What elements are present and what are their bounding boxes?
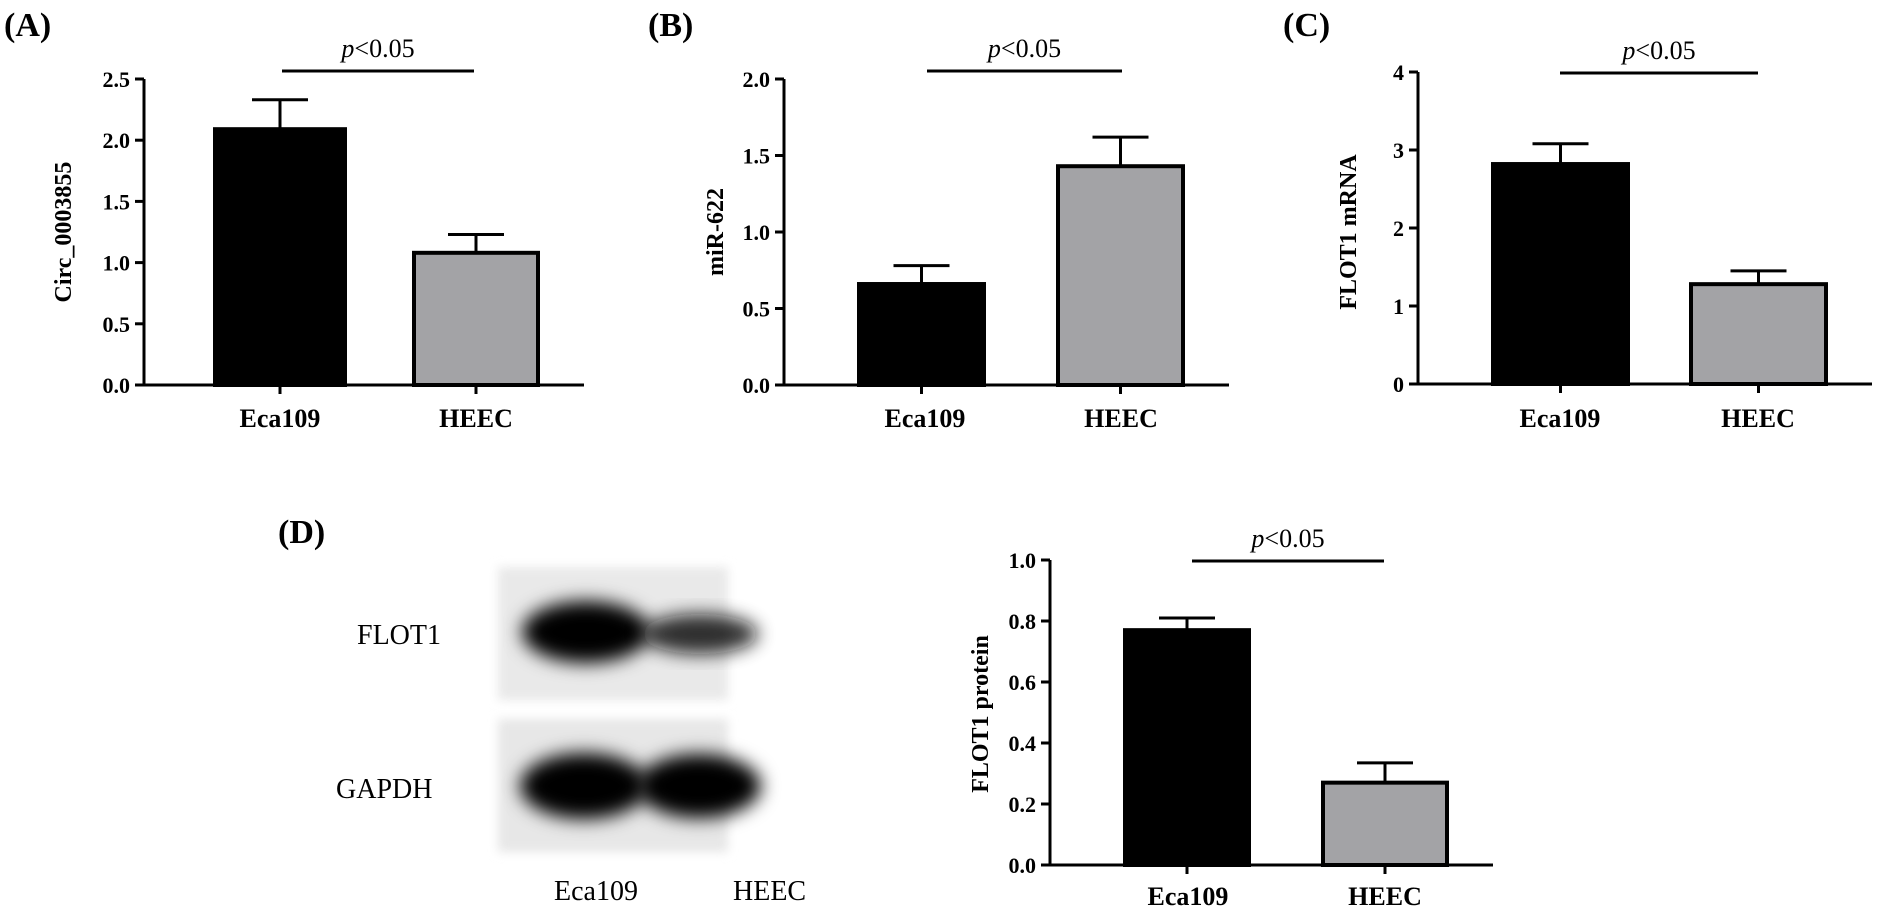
bar-heec <box>412 250 540 387</box>
bar-eca109 <box>857 282 986 387</box>
blot-row-label-gapdh: GAPDH <box>336 774 432 805</box>
panel-letter-b: (B) <box>648 7 693 44</box>
bar-chart-flot1-protein: 0.0 0.2 0.4 0.6 0.8 1.0 Eca109 HEEC FLOT1 protei… <box>968 524 1493 910</box>
y-tick-label: 0.5 <box>103 312 131 337</box>
y-tick-label: 1.5 <box>743 144 771 169</box>
y-tick-label: 0.6 <box>1009 670 1037 695</box>
y-axis-label: miR-622 <box>703 188 729 276</box>
y-tick-label: 3 <box>1393 138 1404 163</box>
bar-eca109 <box>1491 162 1630 386</box>
blot-lane-label-eca109: Eca109 <box>554 876 638 907</box>
y-tick-label: 0.2 <box>1009 792 1037 817</box>
y-tick-label: 2.0 <box>103 128 131 153</box>
bar-heec <box>1056 164 1185 387</box>
y-tick-label: 0.8 <box>1009 609 1037 634</box>
y-axis-label: FLOT1 protein <box>968 635 994 793</box>
panel-letter-c: (C) <box>1283 7 1330 44</box>
significance-label: p<0.05 <box>986 34 1061 63</box>
y-tick-label: 2.0 <box>743 67 771 92</box>
x-tick-label: Eca109 <box>885 404 966 433</box>
y-tick-label: 0.0 <box>1009 853 1037 878</box>
y-tick-label: 4 <box>1393 60 1404 85</box>
bar-chart-mir-622: 0.0 0.5 1.0 1.5 2.0 Eca109 HEEC miR-622 p<0.05 <box>703 34 1229 433</box>
x-tick-label: Eca109 <box>240 404 321 433</box>
x-tick-label: HEEC <box>1084 404 1158 433</box>
bar-chart-flot1-mrna: 0 1 2 3 4 Eca109 HEEC FLOT1 mRNA p<0.05 <box>1336 36 1872 433</box>
bar-eca109 <box>213 127 347 387</box>
x-tick-label: Eca109 <box>1148 882 1229 910</box>
y-tick-label: 0.4 <box>1009 731 1037 756</box>
band-gapdh-heec <box>637 754 761 818</box>
x-tick-label: HEEC <box>1721 404 1795 433</box>
bar-chart-circ-0003855: 0.0 0.5 1.0 1.5 2.0 2.5 Eca109 HEEC Circ_0003855… <box>51 34 584 433</box>
significance-label: p<0.05 <box>1249 524 1324 553</box>
y-tick-label: 0 <box>1393 372 1404 397</box>
blot-row-label-flot1: FLOT1 <box>357 620 441 651</box>
panel-letter-a: (A) <box>4 7 51 44</box>
x-tick-label: Eca109 <box>1520 404 1601 433</box>
y-tick-label: 2.5 <box>103 67 131 92</box>
band-flot1-eca109 <box>522 601 650 663</box>
y-tick-label: 0.0 <box>103 373 131 398</box>
band-gapdh-eca109 <box>520 753 648 819</box>
panel-letter-d: (D) <box>278 514 325 551</box>
significance-label: p<0.05 <box>1620 36 1695 65</box>
blot-lane-label-heec: HEEC <box>733 876 806 907</box>
western-blot: FLOT1 GAPDH Eca109 HEEC <box>336 567 806 907</box>
y-tick-label: 0.0 <box>743 373 771 398</box>
bar-eca109 <box>1123 628 1251 868</box>
x-tick-label: HEEC <box>439 404 513 433</box>
y-tick-label: 1.5 <box>103 189 131 214</box>
x-tick-label: HEEC <box>1348 882 1422 910</box>
y-tick-label: 0.5 <box>743 297 771 322</box>
y-tick-label: 2 <box>1393 216 1404 241</box>
significance-label: p<0.05 <box>339 34 414 63</box>
y-tick-label: 1.0 <box>1009 548 1037 573</box>
band-flot1-heec <box>642 614 758 654</box>
y-tick-label: 1.0 <box>103 251 131 276</box>
bar-heec <box>1689 282 1828 386</box>
y-axis-label: FLOT1 mRNA <box>1336 154 1362 310</box>
bar-heec <box>1321 780 1449 868</box>
y-axis-label: Circ_0003855 <box>51 162 77 303</box>
y-tick-label: 1 <box>1393 294 1404 319</box>
y-tick-label: 1.0 <box>743 220 771 245</box>
